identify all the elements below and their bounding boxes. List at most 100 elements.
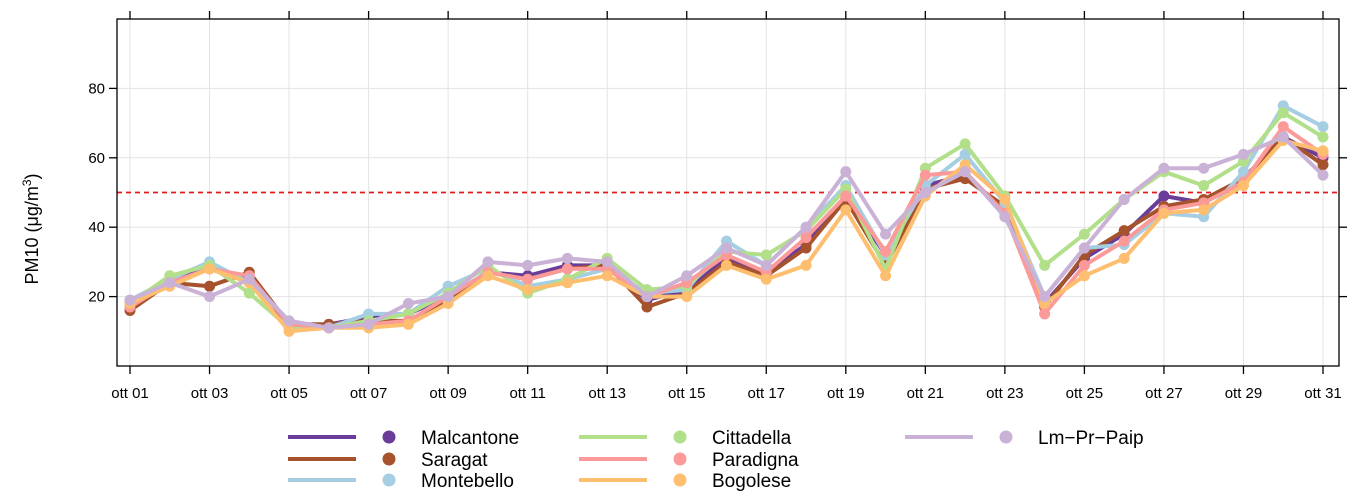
data-point xyxy=(1078,228,1090,240)
data-point xyxy=(1039,259,1051,271)
data-point xyxy=(522,259,534,271)
data-point xyxy=(721,242,732,254)
legend-marker xyxy=(382,473,396,487)
data-point xyxy=(1158,207,1170,219)
y-tick-label: 80 xyxy=(88,80,105,97)
x-tick-label: ott 23 xyxy=(986,385,1024,402)
data-point xyxy=(800,259,812,271)
data-point xyxy=(204,291,216,303)
data-point xyxy=(681,270,693,282)
data-point xyxy=(681,291,693,303)
legend-item: Paradigna xyxy=(579,450,799,471)
x-tick-label: ott 03 xyxy=(191,385,229,402)
data-point xyxy=(124,294,136,306)
data-point xyxy=(1198,204,1210,216)
plot-frame xyxy=(116,18,1340,367)
x-tick-label: ott 21 xyxy=(907,385,945,402)
data-point xyxy=(760,273,772,285)
legend-label: Paradigna xyxy=(712,450,799,471)
legend-label: Bogolese xyxy=(712,471,791,492)
data-point xyxy=(1317,169,1329,181)
data-point xyxy=(283,325,295,337)
data-point xyxy=(919,187,931,198)
data-point xyxy=(840,166,852,178)
series-layer xyxy=(124,100,1329,337)
data-point xyxy=(1078,270,1090,282)
data-point xyxy=(1118,235,1130,247)
data-point xyxy=(1118,252,1130,264)
data-point xyxy=(283,315,295,327)
data-point xyxy=(1039,291,1051,303)
x-tick-label: ott 13 xyxy=(588,385,626,402)
x-tick-label: ott 09 xyxy=(429,385,467,402)
legend-item: Cittadella xyxy=(579,428,792,449)
data-point xyxy=(204,263,216,275)
data-point xyxy=(323,322,335,334)
data-point xyxy=(880,245,892,257)
x-tick-label: ott 01 xyxy=(111,385,149,402)
legend-item: Bogolese xyxy=(579,471,791,492)
data-point xyxy=(1118,225,1130,237)
legend-marker xyxy=(382,452,396,466)
data-point xyxy=(1317,131,1329,143)
data-point xyxy=(522,284,534,296)
data-point xyxy=(800,242,812,254)
data-point xyxy=(243,287,255,299)
data-point xyxy=(601,256,613,268)
data-point xyxy=(1277,131,1289,143)
data-point xyxy=(482,270,494,282)
legend-label: Cittadella xyxy=(712,428,792,449)
legend-label: Malcantone xyxy=(421,428,519,449)
data-point xyxy=(402,298,414,310)
legend-marker xyxy=(382,430,396,444)
data-point xyxy=(1317,145,1329,157)
data-point xyxy=(840,204,852,216)
data-point xyxy=(1237,148,1249,160)
legend-marker xyxy=(999,430,1013,444)
x-tick-label: ott 19 xyxy=(827,385,865,402)
data-point xyxy=(522,273,534,285)
axes: 20 40 60 80 ott 01 ott 03 ott 05 ott 07 ott 09 ot… xyxy=(88,11,1347,402)
data-point xyxy=(1198,162,1210,174)
data-point xyxy=(999,193,1011,205)
data-point xyxy=(1078,242,1090,254)
data-point xyxy=(880,228,892,240)
data-point xyxy=(1237,166,1249,178)
data-point xyxy=(919,169,931,181)
data-point xyxy=(442,291,454,303)
data-point xyxy=(721,259,732,271)
y-tick-label: 20 xyxy=(88,289,105,306)
data-point xyxy=(561,277,573,289)
legend-item: Saragat xyxy=(288,450,488,471)
data-point xyxy=(880,270,892,282)
data-point xyxy=(1039,308,1051,320)
legend-label: Lm−Pr−Paip xyxy=(1038,428,1144,449)
legend-marker xyxy=(673,452,687,466)
data-point xyxy=(1078,259,1090,271)
data-point xyxy=(959,148,971,160)
x-tick-label: ott 27 xyxy=(1145,385,1183,402)
data-point xyxy=(402,318,414,330)
data-point xyxy=(1317,159,1329,171)
data-point xyxy=(1277,121,1289,133)
series xyxy=(124,131,1329,334)
x-tick-label: ott 29 xyxy=(1225,385,1263,402)
data-point xyxy=(959,138,971,150)
x-tick-label: ott 15 xyxy=(668,385,706,402)
data-point xyxy=(204,280,216,292)
data-point xyxy=(760,249,772,261)
x-tick-label: ott 25 xyxy=(1066,385,1104,402)
data-point xyxy=(641,301,653,313)
data-point xyxy=(1198,180,1210,192)
legend-item: Montebello xyxy=(288,471,514,492)
y-tick-label: 60 xyxy=(88,150,105,167)
x-tick-label: ott 07 xyxy=(350,385,388,402)
data-point xyxy=(1317,121,1329,133)
y-axis-title: PM10 (μg/m3) xyxy=(20,173,42,284)
series-line xyxy=(129,135,1325,330)
legend-marker xyxy=(673,473,687,487)
data-point xyxy=(482,256,494,268)
x-tick-label: ott 05 xyxy=(270,385,308,402)
data-point xyxy=(800,221,812,233)
